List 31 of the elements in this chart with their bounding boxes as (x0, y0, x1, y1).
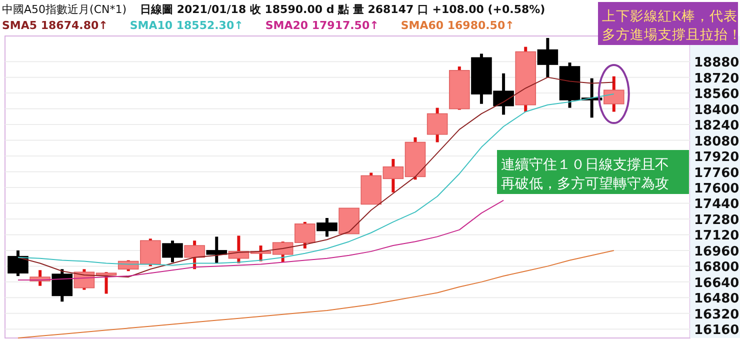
text: SMA10 18552.30↑ (130, 19, 244, 32)
y-tick-label: 17120 (694, 228, 740, 244)
y-tick-label: 16320 (694, 307, 740, 322)
candlestick (537, 38, 558, 78)
y-tick-label: 16480 (694, 292, 740, 307)
y-tick-label: 18720 (694, 71, 740, 86)
y-tick-label: 18560 (694, 87, 740, 102)
annotation: 上下影線紅K棒，代表多方進場支撐且拉抬！ (602, 8, 740, 42)
y-tick-label: 17600 (694, 181, 740, 196)
candlestick (184, 240, 205, 270)
y-tick-label: 16160 (694, 323, 740, 338)
y-tick-label: 17280 (694, 212, 740, 228)
y-tick-label: 18880 (694, 56, 740, 71)
text: SMA60 16980.50↑ (400, 19, 514, 32)
text: SMA5 18674.80↑ (2, 19, 108, 32)
y-tick-label: 16960 (694, 244, 740, 260)
y-tick-label: 16640 (694, 276, 740, 291)
text: SMA20 17917.50↑ (265, 19, 379, 32)
line-series (18, 250, 614, 338)
y-tick-label: 18080 (694, 134, 740, 150)
y-tick-label: 18240 (694, 118, 740, 134)
y-tick-label: 17920 (694, 150, 740, 166)
chart-subtitle: 日線圖 2021/01/18 收 18590.00 d 點 量 268147 口 +108.00 (+0.58%) (140, 3, 546, 16)
chart-title: 中國A50指數近月(CN*1) (2, 3, 127, 16)
y-tick-label: 17760 (694, 166, 740, 181)
y-tick-label: 18400 (694, 102, 740, 118)
y-tick-label: 17440 (694, 197, 740, 212)
candlestick (316, 218, 338, 237)
annotation: 連續守住１０日線支撐且不再破低，多方可望轉守為攻 (501, 157, 669, 192)
y-tick-label: 16800 (694, 260, 740, 276)
candlestick (338, 208, 360, 234)
